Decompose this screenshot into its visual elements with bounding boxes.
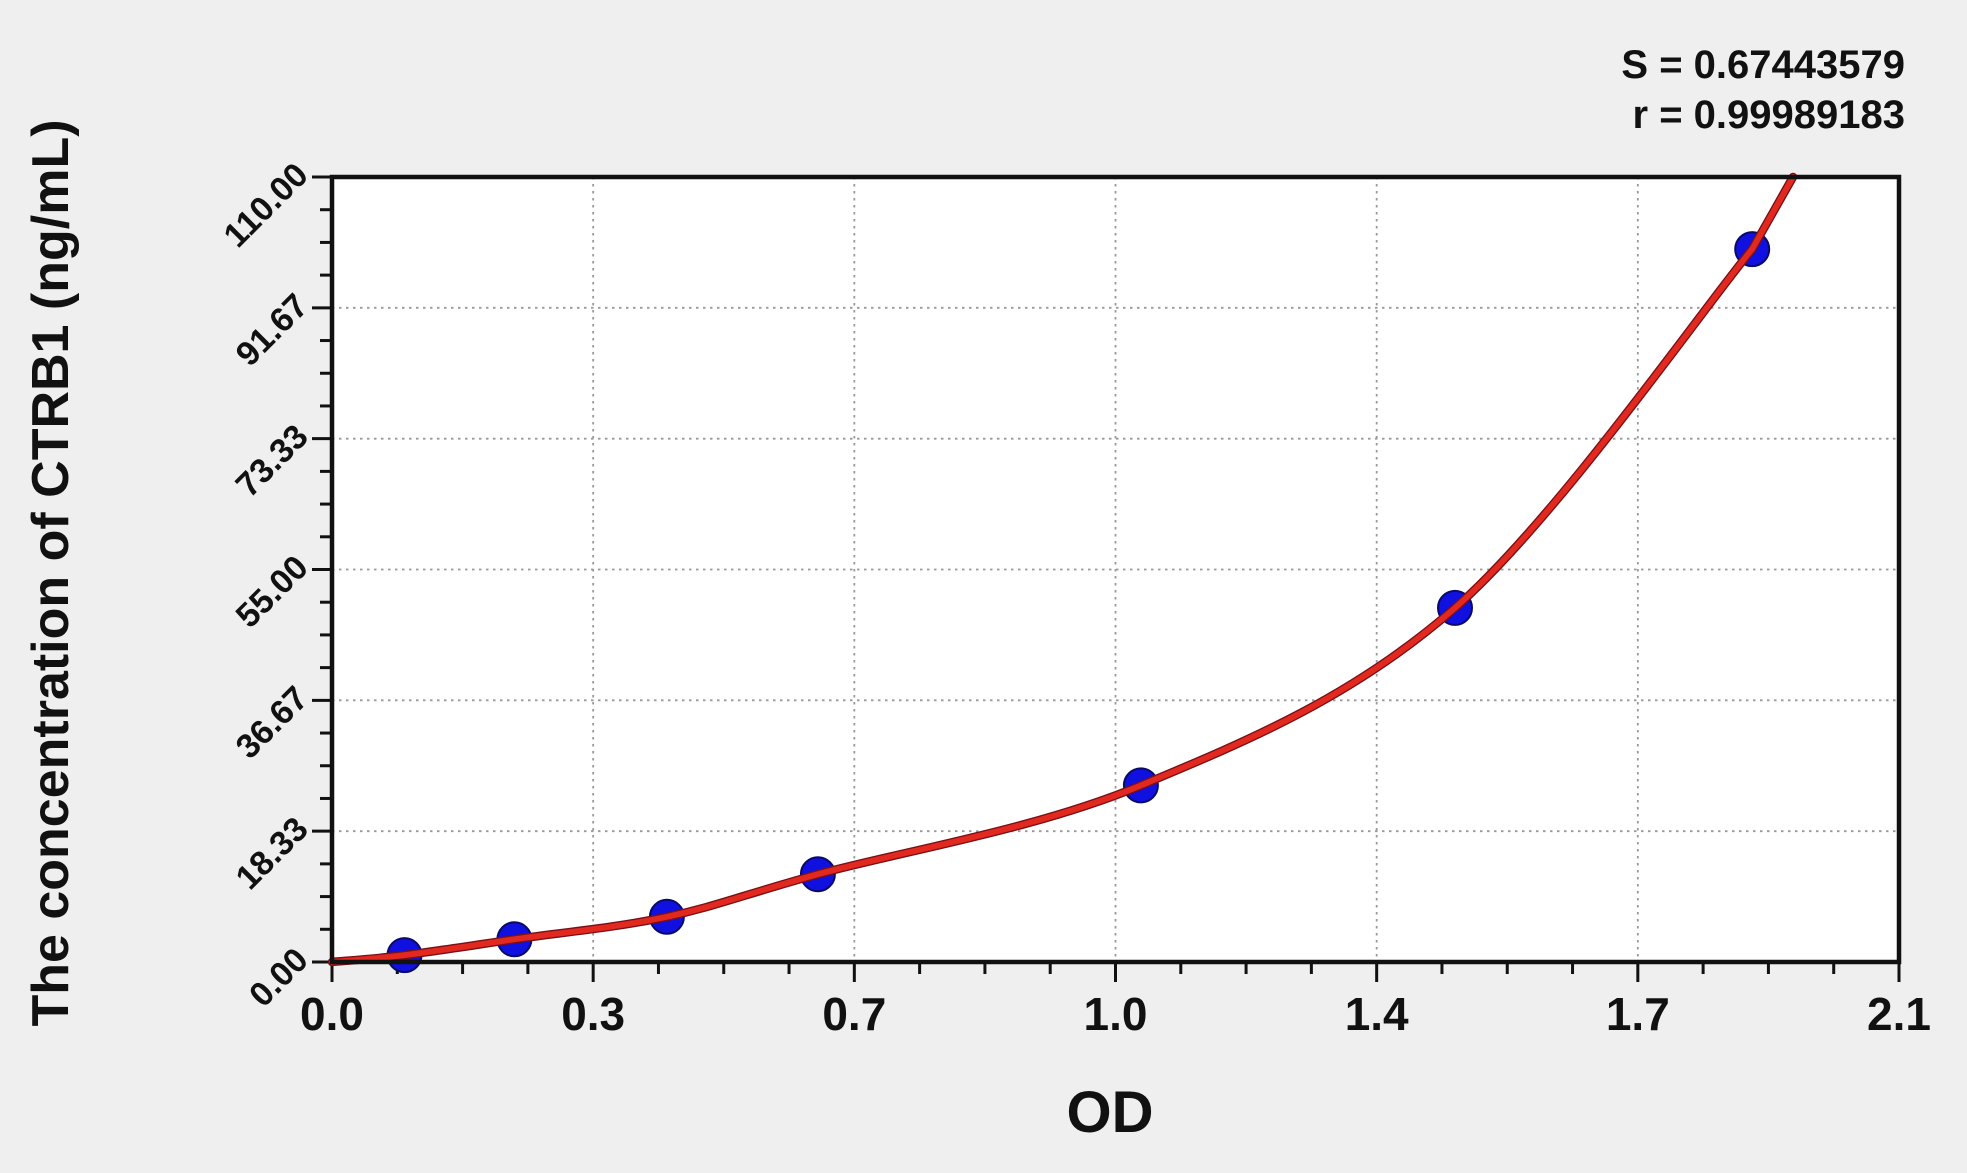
svg-text:36.67: 36.67	[229, 679, 316, 766]
svg-text:OD: OD	[1067, 1080, 1154, 1145]
svg-text:73.33: 73.33	[229, 417, 316, 504]
svg-text:1.4: 1.4	[1345, 988, 1409, 1040]
svg-text:18.33: 18.33	[229, 810, 316, 897]
svg-text:55.00: 55.00	[229, 548, 316, 635]
svg-text:91.67: 91.67	[229, 287, 316, 374]
svg-text:1.0: 1.0	[1084, 988, 1148, 1040]
svg-text:0.7: 0.7	[822, 988, 886, 1040]
svg-text:2.1: 2.1	[1867, 988, 1931, 1040]
svg-text:r = 0.99989183: r = 0.99989183	[1633, 93, 1905, 137]
svg-text:0.0: 0.0	[300, 988, 364, 1040]
svg-text:1.7: 1.7	[1606, 988, 1670, 1040]
svg-text:S = 0.67443579: S = 0.67443579	[1621, 43, 1905, 87]
svg-text:The concentration of CTRB1 (ng: The concentration of CTRB1 (ng/mL)	[22, 119, 80, 1026]
svg-text:0.3: 0.3	[561, 988, 625, 1040]
svg-text:110.00: 110.00	[217, 156, 316, 255]
